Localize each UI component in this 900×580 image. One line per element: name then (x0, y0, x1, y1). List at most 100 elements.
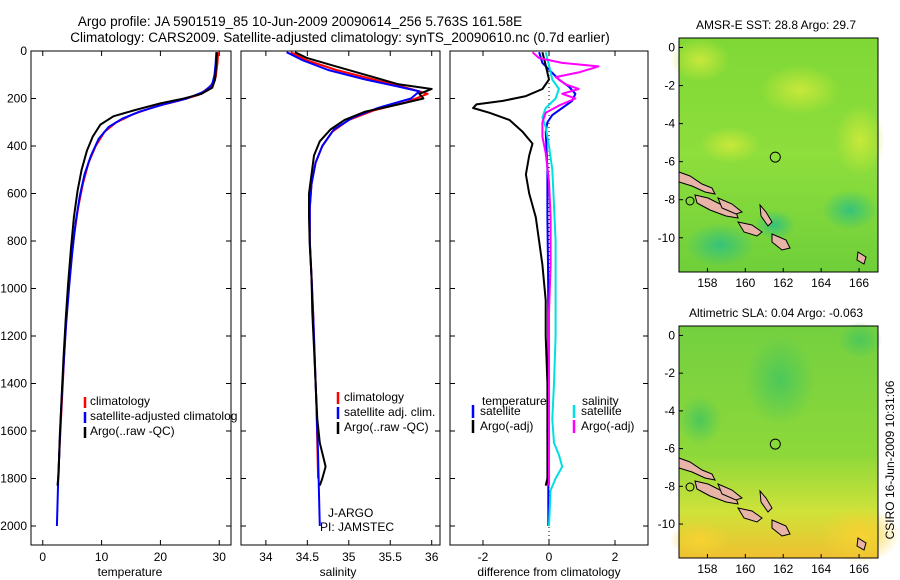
salinity-plot-frame (240, 50, 441, 546)
salinity-panel: 34 34.5 35 35.5 36 salinity climatology sate… (240, 50, 441, 579)
x-tick-label: 166 (849, 276, 869, 290)
island-shape (856, 251, 867, 265)
x-tick-label: 0 (546, 550, 553, 564)
figure-title-line2: Climatology: CARS2009. Satellite-adjuste… (70, 30, 610, 45)
y-tick-label: -10 (658, 231, 676, 245)
legend-label-satellite-adjusted: satellite-adjusted climatolog (90, 409, 237, 423)
x-tick-label: 2 (612, 550, 619, 564)
temperature-panel: 0 10 20 30 0 200 400 600 800 1000 1200 1400 1600 1800… (0, 44, 237, 579)
sst-cool-patch (685, 223, 755, 267)
y-tick-label: 1600 (0, 424, 27, 438)
y-tick-label: 0 (668, 41, 675, 55)
x-tick-label: 10 (95, 550, 109, 564)
island-shape (759, 489, 773, 513)
salinity-legend: climatology satellite adj. clim. Argo(..… (336, 390, 435, 434)
x-tick-label: 160 (735, 562, 755, 576)
sst-warm-patch (670, 38, 730, 82)
y-tick-label: 1000 (0, 282, 27, 296)
island-shape (678, 457, 716, 481)
argo-float-marker (769, 151, 781, 163)
series-line-argo-raw-qc (294, 51, 433, 486)
island-shape (685, 482, 695, 492)
series-line-satellite (541, 51, 564, 527)
island-shape (736, 221, 763, 237)
sla-high-patch (670, 522, 730, 558)
legend-header-temperature: temperature (482, 394, 547, 408)
island-shape (717, 197, 744, 215)
salinity-xlabel: salinity (320, 565, 357, 579)
x-tick-label: 164 (811, 276, 831, 290)
y-tick-label: 1800 (0, 472, 27, 486)
sst-map-panel: AMSR-E SST: 28.8 Argo: 29.7 158 160 162 164… (658, 18, 885, 290)
x-tick-label: 35 (342, 550, 356, 564)
legend-label-sal-argo: Argo(-adj) (581, 419, 634, 433)
argo-float-marker (769, 438, 781, 450)
legend-label-argo: Argo(..raw -QC) (344, 420, 429, 434)
annotation-pi: PI: JAMSTEC (320, 520, 394, 534)
temperature-xlabel: temperature (98, 565, 163, 579)
x-tick-label: 158 (697, 562, 717, 576)
difference-legend: temperature salinity satellite Argo(-adj… (471, 394, 634, 433)
sst-cool-patch (822, 190, 878, 230)
sla-low-patch (678, 395, 722, 445)
x-tick-label: 30 (213, 550, 227, 564)
y-tick-label: 800 (7, 234, 27, 248)
series-line-argo-adj (531, 51, 600, 486)
sst-map-axes: 158 160 162 164 166 0 -2 -4 -6 -8 -10 (658, 41, 870, 290)
y-tick-label: -10 (658, 517, 676, 531)
x-tick-label: 162 (773, 276, 793, 290)
sla-map-title: Altimetric SLA: 0.04 Argo: -0.063 (689, 306, 863, 320)
x-tick-label: 34.5 (296, 550, 320, 564)
sst-land (678, 171, 867, 265)
y-tick-label: 0 (20, 44, 27, 58)
series-line-argo-raw-qc (56, 52, 218, 486)
sst-warm-patch (835, 105, 885, 175)
figure-title-line1: Argo profile: JA 5901519_85 10-Jun-2009 … (78, 14, 522, 29)
y-tick-label: -2 (664, 79, 675, 93)
y-tick-label: -6 (664, 442, 675, 456)
x-tick-label: 166 (849, 562, 869, 576)
temperature-plot: 0 10 20 30 0 200 400 600 800 1000 1200 1400 1600 1800… (0, 44, 231, 564)
sla-heatmap (670, 322, 900, 563)
sla-low-patch (838, 322, 882, 358)
y-tick-label: -4 (664, 117, 675, 131)
island-shape (678, 171, 716, 195)
x-tick-label: 36 (425, 550, 439, 564)
sla-land (678, 457, 867, 551)
x-tick-label: 162 (773, 562, 793, 576)
island-shape (771, 233, 791, 251)
island-shape (759, 203, 773, 227)
y-tick-label: -6 (664, 155, 675, 169)
island-shape (736, 507, 763, 523)
x-tick-label: 160 (735, 276, 755, 290)
y-tick-label: -4 (664, 404, 675, 418)
sst-warm-patch (760, 65, 840, 115)
sla-map-panel: Altimetric SLA: 0.04 Argo: -0.063 158 160… (658, 306, 900, 576)
sst-map-frame (678, 37, 879, 273)
series-line-argo-adj (472, 51, 550, 486)
legend-label-argo: Argo(..raw -QC) (90, 424, 175, 438)
legend-header-salinity: salinity (582, 394, 619, 408)
temperature-legend: climatology satellite-adjusted climatolo… (83, 394, 237, 438)
sla-map-axes: 158 160 162 164 166 0 -2 -4 -6 -8 -10 (658, 328, 870, 576)
island-shape (685, 196, 695, 206)
x-tick-label: 20 (154, 550, 168, 564)
y-tick-label: -2 (664, 366, 675, 380)
difference-plot: -2 0 2 (450, 50, 648, 564)
legend-label-satellite: satellite adj. clim. (344, 405, 435, 419)
y-tick-label: 0 (668, 328, 675, 342)
x-tick-label: 164 (811, 562, 831, 576)
x-tick-label: -2 (478, 550, 489, 564)
island-shape (771, 519, 791, 537)
y-tick-label: 1400 (0, 377, 27, 391)
x-tick-label: 34 (259, 550, 273, 564)
annotation-j-argo: J-ARGO (328, 506, 373, 520)
island-shape (694, 194, 739, 219)
island-shape (717, 483, 744, 501)
x-tick-label: 158 (697, 276, 717, 290)
timestamp-credit: CSIRO 16-Jun-2009 10:31:06 (883, 380, 897, 539)
legend-label-sal-satellite: satellite (581, 404, 622, 418)
y-tick-label: 200 (7, 92, 27, 106)
x-tick-label: 0 (39, 550, 46, 564)
sla-map-frame (678, 325, 879, 559)
